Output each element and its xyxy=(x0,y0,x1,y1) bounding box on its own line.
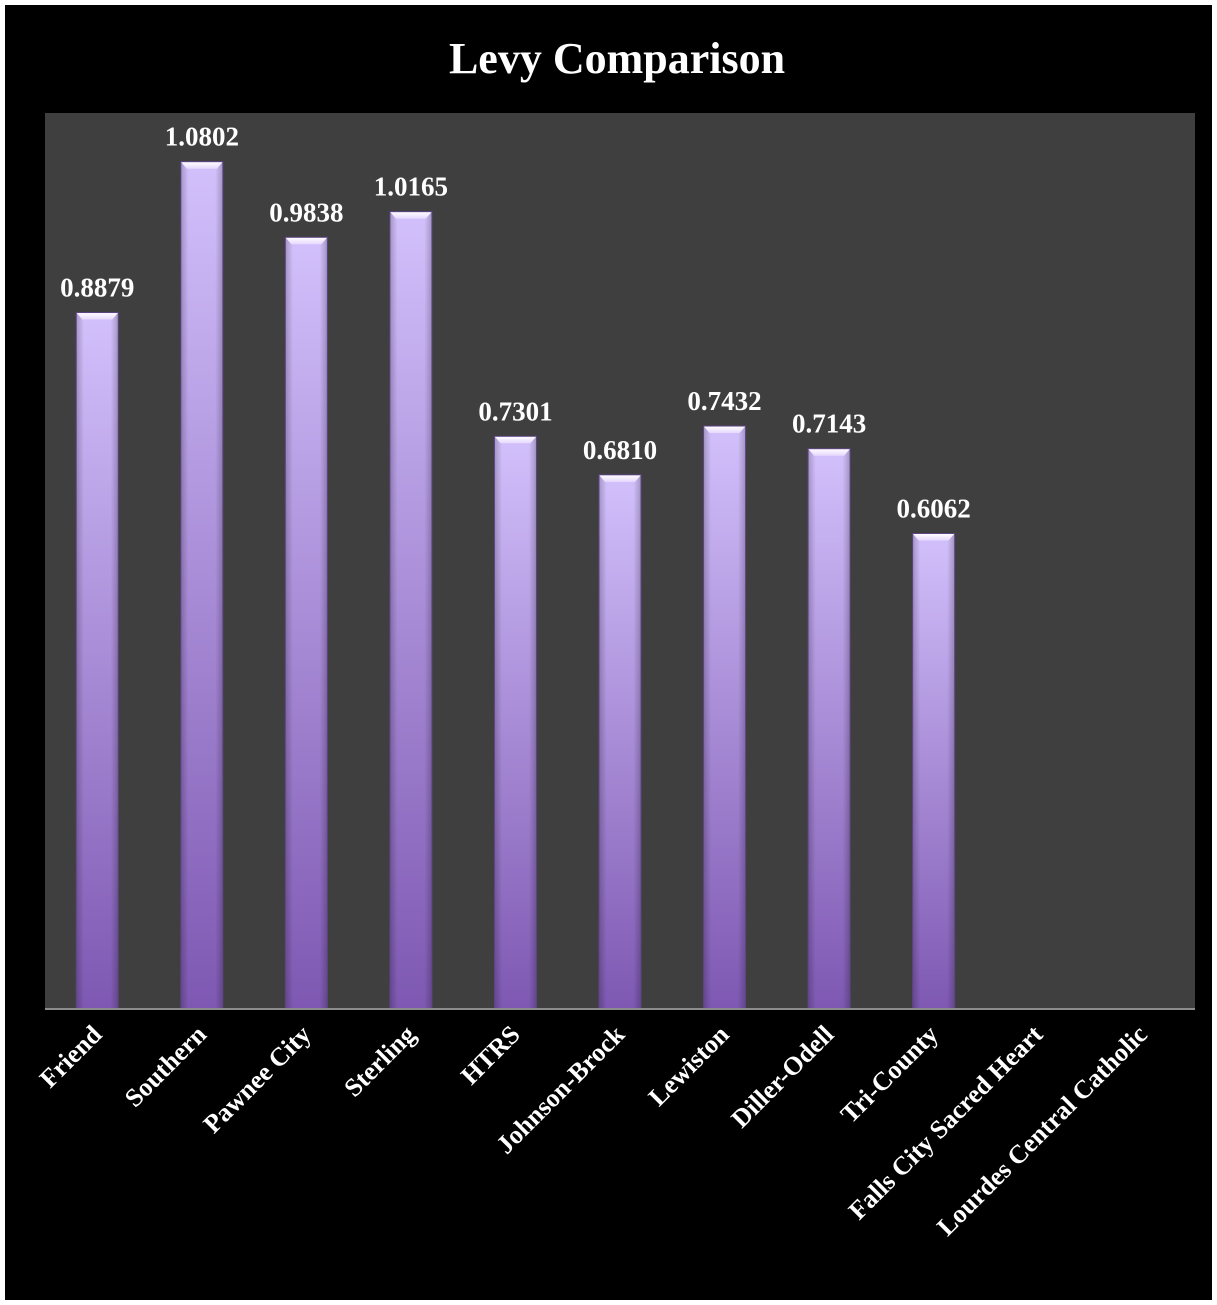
bar-shade xyxy=(703,426,746,1009)
chart-title: Levy Comparison xyxy=(449,34,785,83)
bars xyxy=(75,161,956,1010)
bar-shade xyxy=(389,211,432,1009)
x-tick-label: Pawnee City xyxy=(198,1020,317,1139)
data-label: 0.7301 xyxy=(478,396,552,426)
data-label: 0.9838 xyxy=(269,197,343,227)
bar-shade xyxy=(76,312,119,1009)
bar xyxy=(703,425,747,1010)
bar xyxy=(284,236,328,1010)
bar-shade xyxy=(285,237,328,1010)
bar-cap xyxy=(599,474,641,482)
bar-cap xyxy=(76,312,119,320)
x-tick-label: Falls City Sacred Heart xyxy=(843,1019,1049,1225)
bar-shade xyxy=(180,161,223,1010)
bar xyxy=(180,161,224,1010)
data-labels: 0.8879 1.0802 0.9838 1.0165 0.7301 0.6810 0.74… xyxy=(60,122,971,524)
bar-shade xyxy=(808,448,851,1009)
bar xyxy=(389,211,433,1010)
data-label: 0.6810 xyxy=(583,435,657,465)
bar xyxy=(493,435,537,1010)
data-label: 0.8879 xyxy=(60,273,134,303)
bar xyxy=(912,532,956,1010)
data-label: 0.7432 xyxy=(687,386,761,416)
bar-cap xyxy=(494,436,537,444)
data-label: 1.0165 xyxy=(374,172,448,202)
bar-cap xyxy=(808,448,851,456)
x-tick-label: Friend xyxy=(34,1019,108,1093)
bar-shade xyxy=(912,533,955,1009)
data-label: 0.7143 xyxy=(792,409,866,439)
bar-cap xyxy=(703,426,746,434)
bar-shade xyxy=(599,474,641,1009)
x-tick-label: Sterling xyxy=(338,1020,421,1103)
bar xyxy=(75,312,119,1010)
bar-cap xyxy=(912,533,955,541)
x-tick-label: Tri-County xyxy=(835,1020,944,1129)
x-tick-label: Lewiston xyxy=(643,1019,735,1111)
x-tick-label: Lourdes Central Catholic xyxy=(931,1020,1153,1242)
x-tick-label: Diller-Odell xyxy=(726,1020,840,1134)
bar xyxy=(598,474,642,1010)
bar-cap xyxy=(285,237,328,245)
x-tick-label: Southern xyxy=(119,1019,212,1112)
bar-cap xyxy=(180,161,223,169)
data-label: 1.0802 xyxy=(165,122,239,152)
bar-shade xyxy=(494,436,537,1009)
x-tick-label: HTRS xyxy=(455,1020,526,1091)
bar-cap xyxy=(389,211,432,219)
bar xyxy=(807,448,851,1010)
data-label: 0.6062 xyxy=(897,493,971,523)
